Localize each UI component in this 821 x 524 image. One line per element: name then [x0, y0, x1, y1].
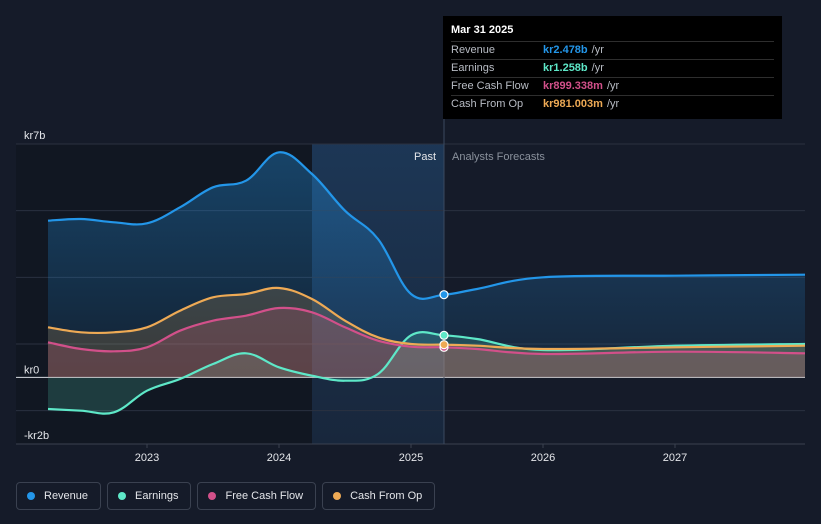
earnings-dot-icon	[118, 492, 127, 500]
x-tick-label: 2023	[135, 452, 159, 464]
earnings-marker	[439, 330, 449, 340]
y-tick-label: kr7b	[24, 130, 45, 142]
y-tick-label: -kr2b	[24, 430, 49, 442]
tooltip-value: kr899.338m	[543, 80, 603, 92]
cash-from-op-dot-icon	[333, 492, 342, 500]
free-cash-flow-dot-icon	[208, 492, 217, 500]
legend-label: Free Cash Flow	[225, 490, 304, 502]
revenue-marker	[439, 290, 449, 300]
cash-from-op-line	[47, 286, 806, 351]
revenue-dot-icon	[27, 492, 35, 500]
tooltip-date: Mar 31 2025	[451, 16, 774, 42]
x-tick-label: 2027	[663, 452, 687, 464]
y-tick-label: kr0	[24, 364, 39, 376]
tooltip-label: Cash From Op	[451, 98, 524, 110]
tooltip-unit: /yr	[591, 62, 604, 74]
past-label: Past	[414, 151, 436, 163]
revenue-area	[48, 152, 805, 378]
legend-label: Cash From Op	[350, 490, 423, 502]
tooltip-row-cash-from-op: Cash From Op kr981.003m /yr	[451, 96, 774, 113]
legend-item-free-cash-flow[interactable]: Free Cash Flow	[197, 482, 317, 510]
tooltip-row-revenue: Revenue kr2.478b /yr	[451, 42, 774, 60]
tooltip-unit: /yr	[606, 98, 620, 110]
legend-item-cash-from-op[interactable]: Cash From Op	[322, 482, 436, 510]
tooltip-value: kr981.003m	[543, 98, 603, 110]
tooltip-label: Free Cash Flow	[451, 80, 529, 92]
x-tick-label: 2026	[531, 452, 555, 464]
revenue-line	[47, 151, 806, 300]
cash-from-op-marker	[439, 340, 449, 350]
legend-item-revenue[interactable]: Revenue	[16, 482, 102, 510]
tooltip-row-free-cash-flow: Free Cash Flow kr899.338m /yr	[451, 78, 774, 96]
legend-item-earnings[interactable]: Earnings	[107, 482, 192, 510]
legend: Revenue Earnings Free Cash Flow Cash Fro…	[16, 482, 436, 510]
tooltip-label: Revenue	[451, 44, 496, 56]
x-tick-label: 2024	[267, 452, 291, 464]
free-cash-flow-line	[47, 306, 806, 356]
tooltip-row-earnings: Earnings kr1.258b /yr	[451, 60, 774, 78]
tooltip-unit: /yr	[606, 80, 620, 92]
tooltip-label: Earnings	[451, 62, 495, 74]
free-cash-flow-area	[48, 307, 805, 378]
forecast-label: Analysts Forecasts	[452, 151, 545, 163]
tooltip: Mar 31 2025 Revenue kr2.478b /yr Earning…	[443, 16, 782, 119]
legend-label: Revenue	[44, 490, 89, 502]
legend-label: Earnings	[135, 490, 179, 502]
tooltip-value: kr2.478b	[543, 44, 588, 56]
x-tick-label: 2025	[399, 452, 423, 464]
tooltip-value: kr1.258b	[543, 62, 588, 74]
tooltip-unit: /yr	[591, 44, 604, 56]
